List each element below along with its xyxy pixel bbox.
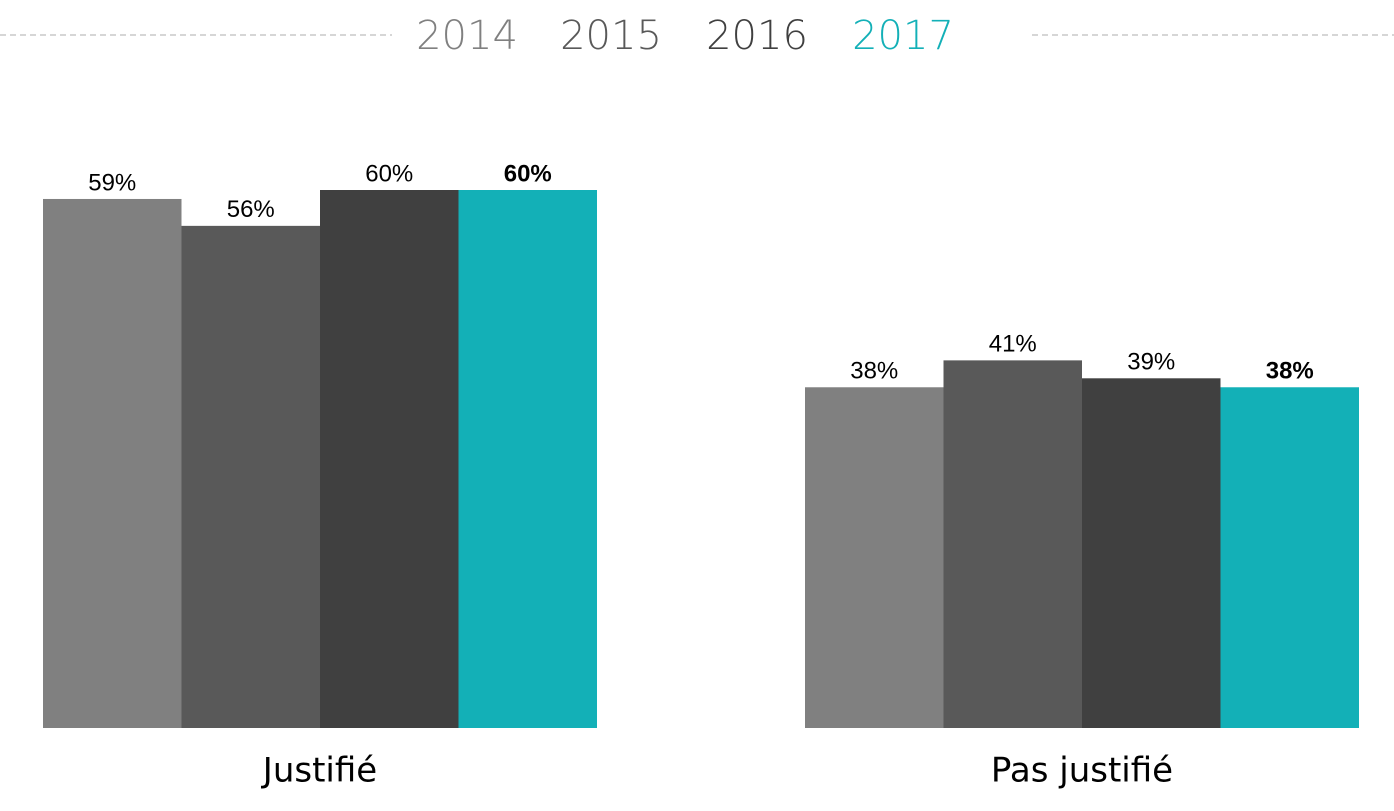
bar [1082,378,1221,728]
legend-entry: 2017 [852,13,954,59]
value-label: 60% [365,160,413,187]
bar [320,190,459,728]
legend-entry: 2014 [416,13,518,59]
category-label: Justifié [261,751,377,791]
category-label: Pas justifié [991,751,1173,791]
value-label: 38% [850,358,898,385]
value-label: 38% [1266,358,1314,385]
bar [43,198,182,728]
value-label: 60% [504,160,552,187]
bar [943,360,1082,728]
legend-entry: 2016 [706,13,808,59]
bar [458,190,597,728]
value-label: 41% [989,331,1037,358]
bar [181,225,320,728]
bar [805,387,944,728]
value-label: 59% [88,169,136,196]
value-label: 56% [227,196,275,223]
value-label: 39% [1127,349,1175,376]
bar [1220,387,1359,728]
legend-entry: 2015 [560,13,662,59]
